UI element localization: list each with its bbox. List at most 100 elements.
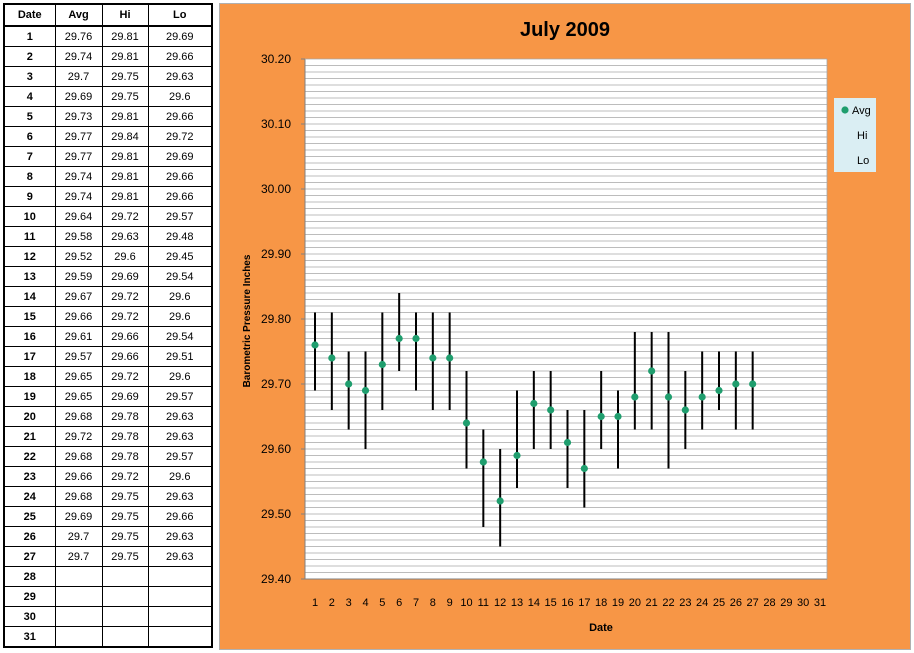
avg-point bbox=[563, 438, 572, 447]
x-tick-label: 21 bbox=[646, 597, 658, 609]
value-cell: 29.81 bbox=[101, 106, 149, 127]
x-tick-label: 11 bbox=[478, 597, 489, 609]
value-cell: 29.65 bbox=[54, 366, 103, 387]
column-header: Avg bbox=[54, 3, 103, 27]
value-cell: 29.66 bbox=[101, 326, 149, 347]
value-cell: 29.6 bbox=[147, 306, 213, 327]
avg-point bbox=[664, 393, 673, 401]
table-row: 28 bbox=[3, 566, 213, 587]
value-cell: 29.72 bbox=[54, 426, 103, 447]
avg-point bbox=[698, 393, 706, 401]
table-row: 30 bbox=[3, 606, 213, 627]
value-cell: 29.68 bbox=[54, 406, 103, 427]
data-table: Date Avg Hi Lo 1 29.76 29.81 29.69 2 29.74 29.81 2… bbox=[3, 3, 213, 648]
value-cell: 29.63 bbox=[147, 526, 213, 547]
avg-point bbox=[311, 341, 319, 349]
x-tick-label: 2 bbox=[329, 597, 335, 609]
value-cell: 29.74 bbox=[54, 46, 103, 67]
date-cell: 12 bbox=[3, 246, 56, 267]
value-cell bbox=[101, 586, 149, 607]
value-cell bbox=[147, 626, 213, 648]
table-row: 7 29.77 29.81 29.69 bbox=[3, 146, 213, 167]
value-cell: 29.69 bbox=[54, 506, 103, 527]
legend-avg-marker bbox=[841, 106, 849, 114]
avg-point bbox=[446, 354, 454, 362]
date-cell: 16 bbox=[3, 326, 56, 347]
value-cell: 29.84 bbox=[101, 126, 149, 147]
value-cell bbox=[54, 606, 103, 627]
avg-point bbox=[429, 354, 437, 362]
y-tick-label: 29.80 bbox=[261, 312, 291, 326]
column-header: Date bbox=[3, 3, 56, 27]
avg-point bbox=[345, 380, 353, 388]
value-cell bbox=[147, 586, 213, 607]
avg-point bbox=[648, 367, 656, 375]
x-tick-label: 10 bbox=[460, 597, 472, 609]
value-cell: 29.57 bbox=[147, 386, 213, 407]
date-cell: 25 bbox=[3, 506, 56, 527]
table-row: 8 29.74 29.81 29.66 bbox=[3, 166, 213, 187]
value-cell: 29.69 bbox=[101, 266, 149, 287]
date-cell: 19 bbox=[3, 386, 56, 407]
column-header: Lo bbox=[147, 3, 213, 27]
table-row: 18 29.65 29.72 29.6 bbox=[3, 366, 213, 387]
x-tick-label: 26 bbox=[730, 597, 742, 609]
y-tick-label: 29.70 bbox=[261, 377, 291, 391]
chart-svg: 30.20 30.10 30.00 29.90 29.80 29.70 29.60 29.50… bbox=[242, 19, 876, 634]
table-row: 31 bbox=[3, 626, 213, 648]
date-cell: 30 bbox=[3, 606, 56, 627]
value-cell: 29.69 bbox=[147, 25, 213, 47]
table-row: 10 29.64 29.72 29.57 bbox=[3, 206, 213, 227]
value-cell: 29.81 bbox=[101, 46, 149, 67]
value-cell bbox=[101, 626, 149, 648]
value-cell: 29.72 bbox=[101, 466, 149, 487]
value-cell: 29.64 bbox=[54, 206, 103, 227]
value-cell: 29.78 bbox=[101, 406, 149, 427]
value-cell: 29.6 bbox=[147, 366, 213, 387]
avg-point bbox=[597, 412, 605, 421]
date-cell: 20 bbox=[3, 406, 56, 427]
value-cell: 29.81 bbox=[101, 186, 149, 207]
table-row: 26 29.7 29.75 29.63 bbox=[3, 526, 213, 547]
value-cell: 29.66 bbox=[54, 466, 103, 487]
y-tick-label: 29.90 bbox=[261, 247, 291, 261]
value-cell: 29.66 bbox=[101, 346, 149, 367]
table-row: 16 29.61 29.66 29.54 bbox=[3, 326, 213, 347]
avg-point bbox=[614, 412, 622, 421]
value-cell: 29.6 bbox=[147, 286, 213, 307]
value-cell: 29.77 bbox=[54, 146, 103, 167]
date-cell: 28 bbox=[3, 566, 56, 587]
table-row: 21 29.72 29.78 29.63 bbox=[3, 426, 213, 447]
date-cell: 14 bbox=[3, 286, 56, 307]
value-cell: 29.58 bbox=[54, 226, 103, 247]
table-row: 13 29.59 29.69 29.54 bbox=[3, 266, 213, 287]
value-cell: 29.54 bbox=[147, 326, 213, 347]
x-tick-label: 5 bbox=[379, 597, 385, 609]
value-cell: 29.77 bbox=[54, 126, 103, 147]
date-cell: 23 bbox=[3, 466, 56, 487]
avg-point bbox=[530, 399, 538, 408]
value-cell: 29.74 bbox=[54, 166, 103, 187]
date-cell: 3 bbox=[3, 66, 56, 87]
value-cell: 29.66 bbox=[54, 306, 103, 327]
date-cell: 29 bbox=[3, 586, 56, 607]
x-tick-label: 23 bbox=[679, 597, 691, 609]
y-tick-label: 30.00 bbox=[261, 182, 291, 196]
value-cell: 29.65 bbox=[54, 386, 103, 407]
value-cell: 29.69 bbox=[54, 86, 103, 107]
value-cell: 29.57 bbox=[54, 346, 103, 367]
table-row: 4 29.69 29.75 29.6 bbox=[3, 86, 213, 107]
avg-point bbox=[732, 380, 740, 388]
table-row: 17 29.57 29.66 29.51 bbox=[3, 346, 213, 367]
value-cell: 29.7 bbox=[54, 546, 103, 567]
value-cell: 29.7 bbox=[54, 526, 103, 547]
value-cell: 29.63 bbox=[101, 226, 149, 247]
value-cell: 29.63 bbox=[147, 546, 213, 567]
x-tick-label: 18 bbox=[595, 597, 607, 609]
value-cell: 29.76 bbox=[54, 25, 103, 47]
value-cell: 29.57 bbox=[147, 206, 213, 227]
table-row: 22 29.68 29.78 29.57 bbox=[3, 446, 213, 467]
column-header: Hi bbox=[101, 3, 149, 27]
value-cell: 29.72 bbox=[101, 306, 149, 327]
date-cell: 31 bbox=[3, 626, 56, 648]
